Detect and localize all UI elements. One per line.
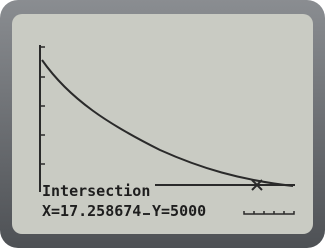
lcd-screen — [12, 14, 313, 234]
y-readout: Y=5000 — [152, 202, 206, 220]
intersection-label: Intersection — [42, 182, 150, 200]
calculator-screenshot: Intersection X=17.258674 Y=5000 — [0, 0, 325, 248]
x-readout: X=17.258674 — [42, 202, 141, 220]
